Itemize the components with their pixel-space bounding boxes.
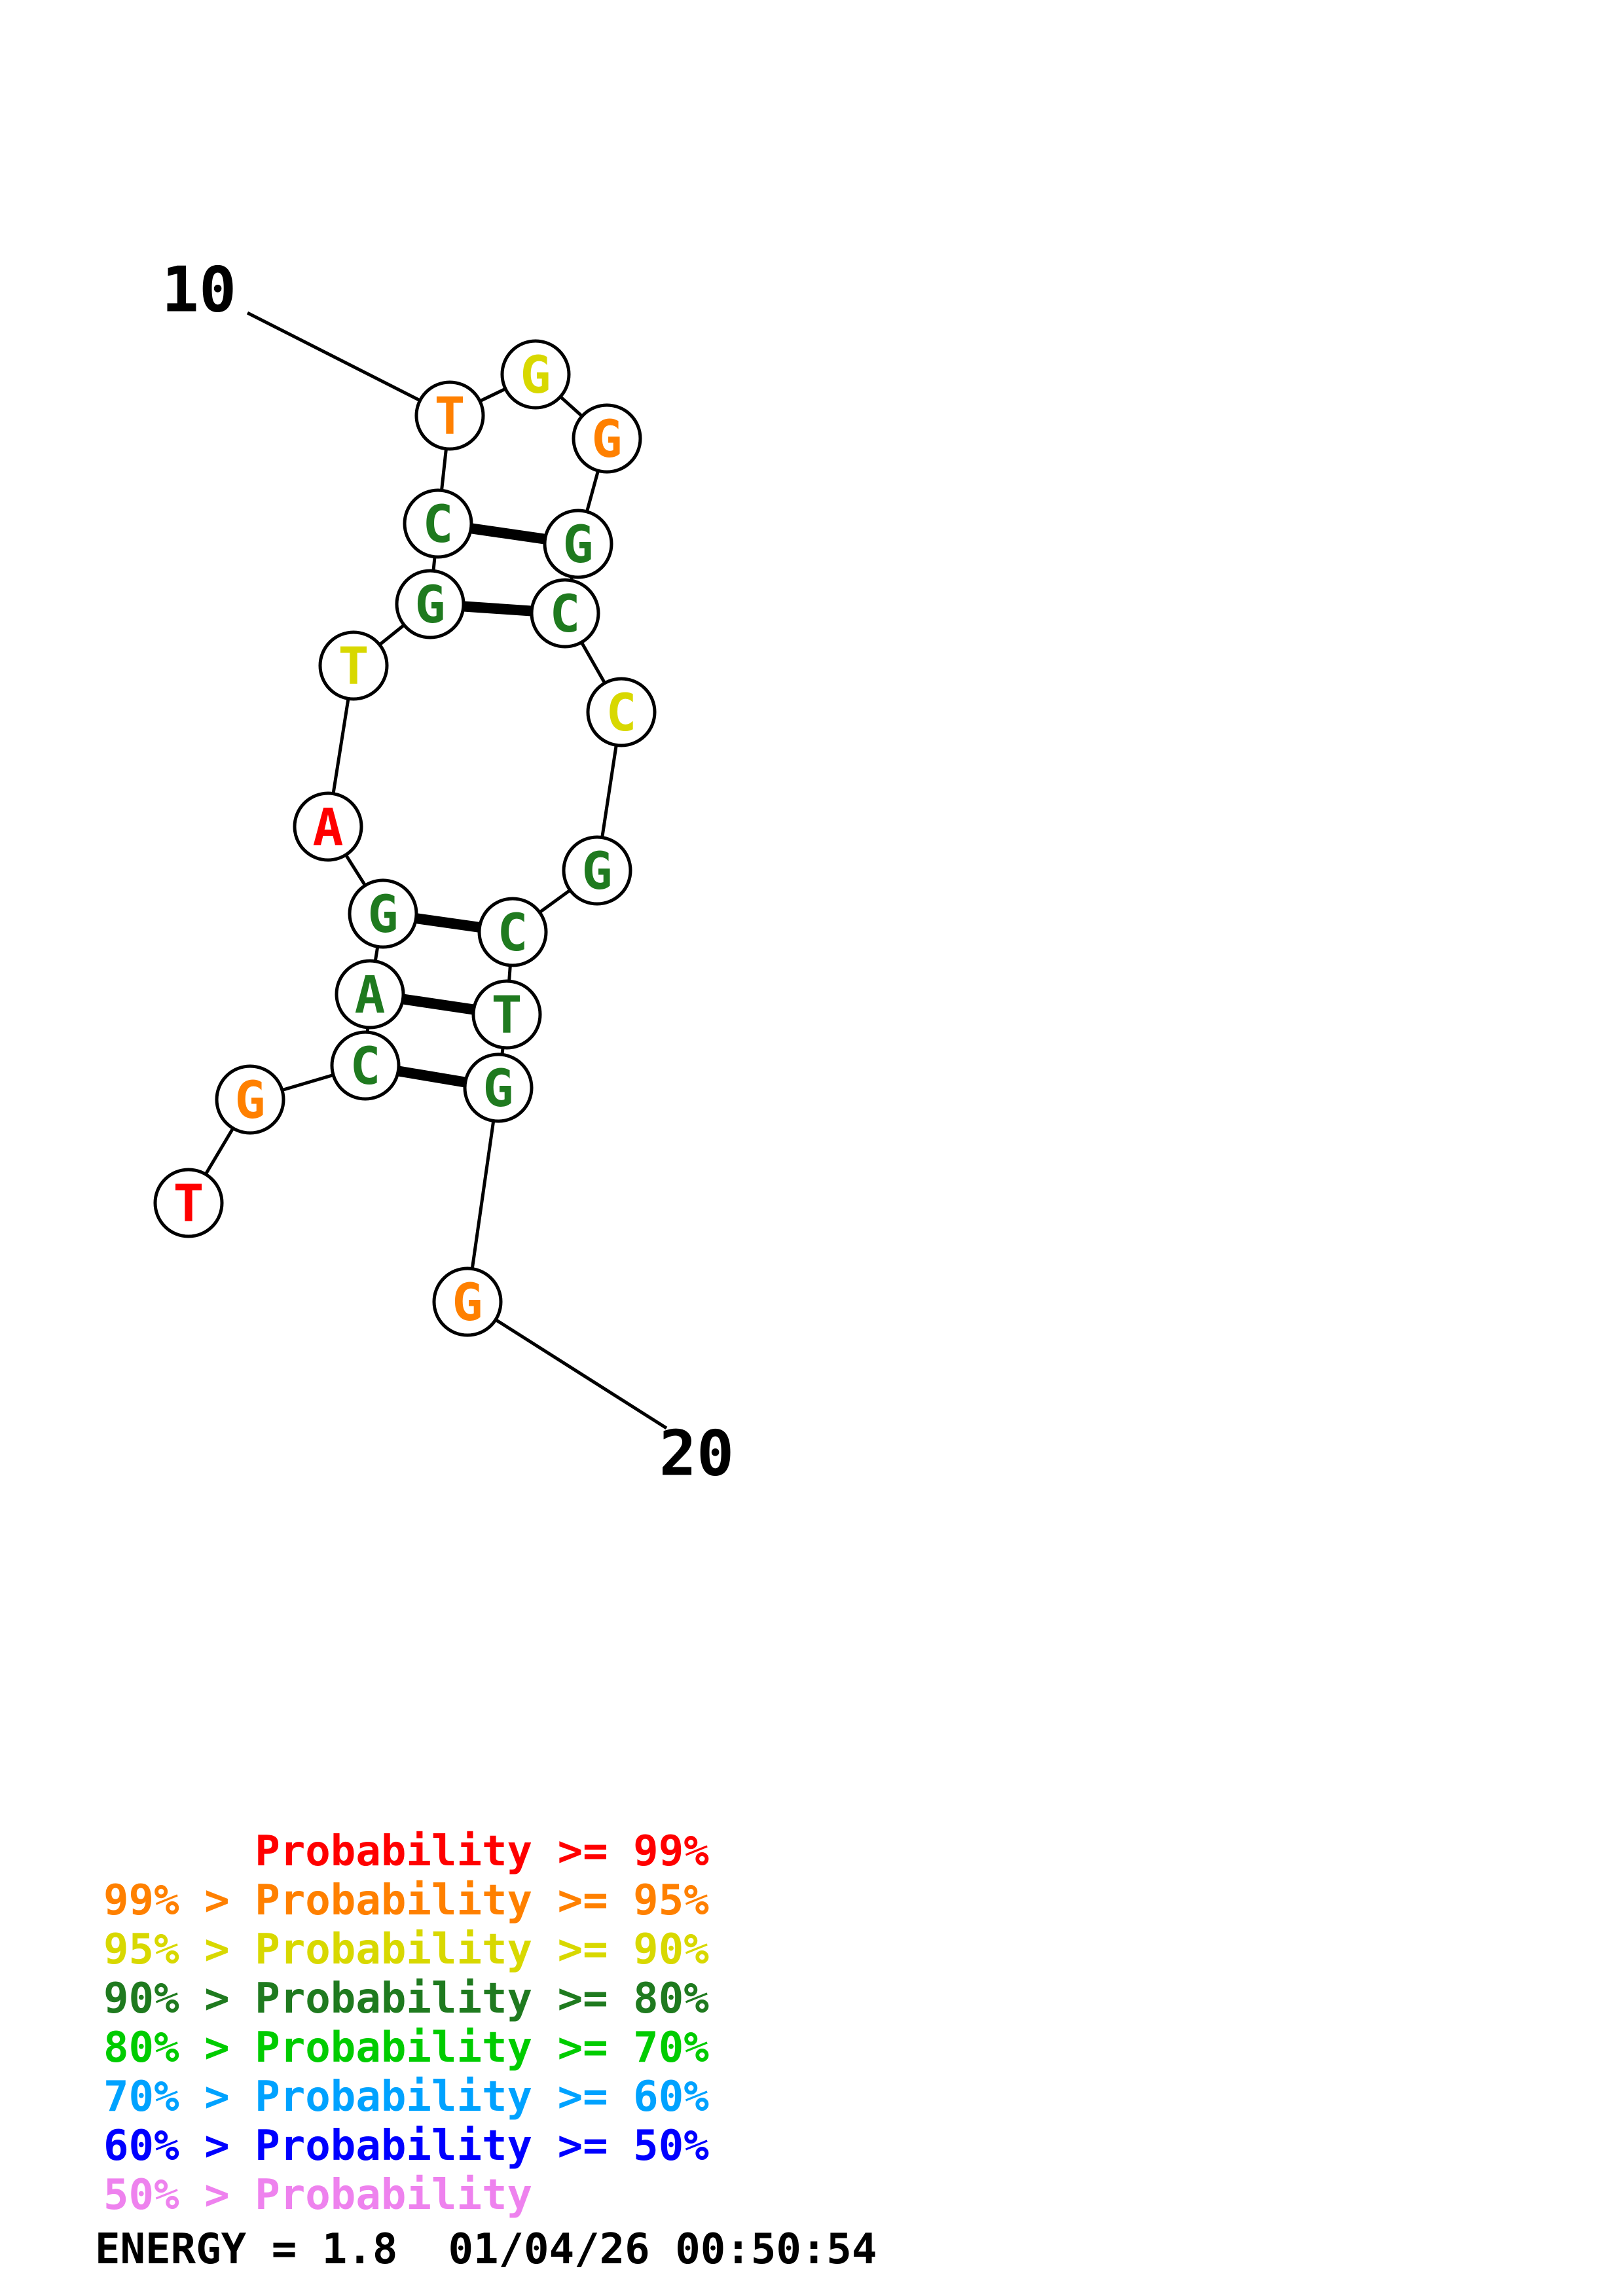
nucleotide-base-2: G xyxy=(235,1071,266,1130)
nucleotide-circle-5 xyxy=(348,878,418,949)
sequence-position-labels: 10 20 xyxy=(162,254,734,1490)
legend-entry: 70% > Probability >= 60% xyxy=(103,2073,709,2121)
nucleotide-base-8: G xyxy=(415,576,446,635)
nucleotide-base-13: G xyxy=(563,516,594,575)
nucleotide-circle-3 xyxy=(330,1030,401,1101)
probability-legend: Probability >= 99% 99% > Probability >= 9… xyxy=(103,1827,709,2220)
nucleotide-circle-1 xyxy=(153,1168,224,1238)
nucleotide-circle-16 xyxy=(562,835,632,906)
nucleotide-circles xyxy=(153,339,657,1337)
nucleotide-circle-4 xyxy=(335,959,405,1030)
nucleotide-base-10: T xyxy=(435,387,465,446)
nucleotide-circle-14 xyxy=(530,578,600,649)
nucleotide-circle-6 xyxy=(293,791,363,862)
nucleotide-base-12: G xyxy=(592,410,623,469)
nucleotide-base-19: G xyxy=(483,1060,514,1119)
sequence-position-label: 10 xyxy=(162,254,236,326)
nucleotide-base-4: A xyxy=(355,966,386,1025)
backbone-segment xyxy=(465,1087,500,1302)
nucleotide-base-11: G xyxy=(520,346,551,405)
sequence-position-label: 20 xyxy=(659,1418,734,1490)
nucleotide-circle-20 xyxy=(432,1266,503,1337)
legend-entry: 90% > Probability >= 80% xyxy=(103,1975,709,2023)
nucleotide-circle-11 xyxy=(500,339,571,410)
nucleotide-circle-13 xyxy=(543,509,613,579)
nucleotide-base-1: T xyxy=(173,1175,204,1234)
nucleotide-circle-10 xyxy=(414,380,485,451)
nucleotide-circle-18 xyxy=(471,979,542,1050)
nucleotide-base-7: T xyxy=(338,637,369,696)
label-connector-line xyxy=(246,311,451,418)
nucleotide-base-6: A xyxy=(313,798,344,857)
nucleotide-base-20: G xyxy=(452,1274,483,1333)
nucleotide-circle-7 xyxy=(318,630,389,701)
legend-entry: 50% > Probability xyxy=(103,2171,533,2219)
label-connector-line xyxy=(466,1300,668,1430)
nucleotide-circle-12 xyxy=(572,403,642,474)
nucleotide-circle-9 xyxy=(403,488,473,559)
legend-entry: Probability >= 99% xyxy=(103,1827,709,1876)
nucleotide-base-15: C xyxy=(606,684,637,743)
legend-entry: 99% > Probability >= 95% xyxy=(103,1876,709,1925)
legend-entry: 95% > Probability >= 90% xyxy=(103,1926,709,1974)
nucleotide-circle-19 xyxy=(463,1052,534,1123)
legend-entry: 80% > Probability >= 70% xyxy=(103,2024,709,2072)
nucleotide-circle-17 xyxy=(477,897,548,967)
nucleotide-circle-8 xyxy=(395,569,465,639)
nucleotide-base-18: T xyxy=(492,986,522,1045)
label-connector-lines xyxy=(246,311,668,1430)
nucleotide-base-5: G xyxy=(368,886,399,944)
nucleotide-base-9: C xyxy=(423,495,454,554)
nucleotide-base-16: G xyxy=(582,842,613,901)
nucleotide-circle-2 xyxy=(215,1064,285,1135)
nucleotide-base-14: C xyxy=(550,585,581,644)
nucleotide-base-3: C xyxy=(350,1037,381,1096)
nucleotide-circle-15 xyxy=(586,677,657,747)
legend-entry: 60% > Probability >= 50% xyxy=(103,2122,709,2170)
energy-footer: ENERGY = 1.8 01/04/26 00:50:54 xyxy=(95,2225,877,2274)
nucleotide-base-17: C xyxy=(498,904,528,963)
